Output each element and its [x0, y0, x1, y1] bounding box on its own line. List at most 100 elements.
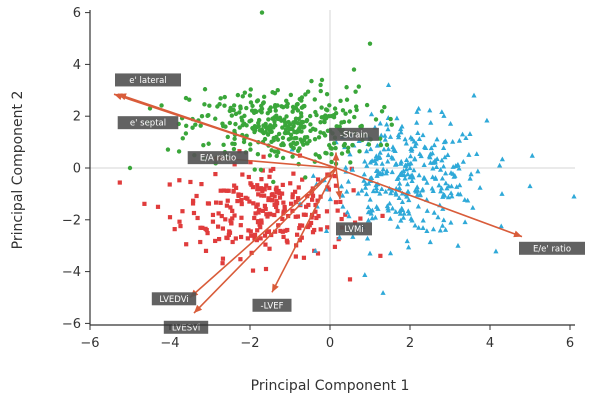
- data-point-circle: [244, 123, 249, 128]
- data-point-square: [265, 214, 270, 219]
- data-point-circle: [295, 101, 300, 107]
- data-point-circle: [256, 120, 261, 126]
- data-point-triangle: [380, 166, 386, 172]
- loading-label-text: LVESVi: [172, 323, 200, 333]
- data-point-triangle: [447, 120, 454, 126]
- data-point-triangle: [364, 148, 370, 154]
- data-point-square: [305, 193, 310, 199]
- data-point-square: [347, 277, 353, 282]
- data-point-triangle: [415, 130, 421, 136]
- loading-label-text: -LVEF: [261, 301, 284, 311]
- data-point-square: [224, 188, 229, 193]
- data-point-square: [260, 188, 265, 193]
- data-point-triangle: [355, 190, 361, 196]
- data-point-square: [267, 211, 272, 216]
- data-point-circle: [288, 132, 294, 137]
- data-point-triangle: [385, 126, 391, 132]
- data-point-triangle: [359, 187, 365, 193]
- data-point-circle: [340, 108, 346, 113]
- data-point-square: [254, 238, 259, 243]
- data-point-triangle: [437, 227, 443, 233]
- data-point-square: [279, 191, 285, 196]
- data-point-triangle: [312, 247, 318, 253]
- loading-label-text: LVEDVi: [159, 295, 188, 305]
- data-point-square: [262, 187, 267, 192]
- data-point-triangle: [457, 182, 463, 188]
- data-point-triangle: [493, 248, 499, 254]
- data-point-square: [220, 261, 225, 266]
- data-point-square: [313, 209, 318, 214]
- data-point-circle: [333, 145, 338, 151]
- data-point-circle: [288, 135, 294, 141]
- y-tick-label: 0: [73, 162, 81, 177]
- data-point-triangle: [420, 132, 426, 138]
- data-point-square: [262, 233, 268, 238]
- data-point-triangle: [438, 188, 444, 194]
- data-point-triangle: [439, 175, 446, 181]
- data-point-circle: [298, 111, 304, 116]
- data-point-circle: [259, 127, 265, 132]
- data-point-circle: [295, 108, 301, 113]
- data-point-circle: [388, 116, 393, 122]
- data-point-square: [238, 223, 243, 228]
- x-tick-label: −2: [240, 336, 259, 351]
- data-point-square: [191, 198, 196, 203]
- data-point-square: [245, 236, 250, 241]
- data-point-circle: [284, 114, 289, 119]
- data-point-square: [210, 212, 216, 218]
- data-point-circle: [343, 111, 348, 116]
- data-point-triangle: [467, 131, 473, 136]
- data-point-circle: [291, 123, 296, 129]
- data-point-circle: [268, 105, 273, 110]
- data-point-square: [325, 172, 330, 177]
- data-point-circle: [301, 142, 306, 147]
- data-point-circle: [348, 160, 353, 165]
- data-point-circle: [296, 127, 301, 132]
- data-point-triangle: [419, 187, 425, 193]
- data-point-triangle: [361, 177, 367, 183]
- data-point-triangle: [471, 92, 477, 98]
- data-point-triangle: [381, 146, 387, 152]
- data-point-square: [263, 242, 268, 247]
- data-point-triangle: [380, 290, 386, 295]
- data-point-square: [259, 218, 264, 223]
- data-point-square: [309, 197, 315, 202]
- data-point-square: [213, 200, 219, 205]
- data-point-square: [272, 194, 277, 199]
- data-point-triangle: [442, 227, 449, 232]
- data-point-square: [275, 208, 280, 214]
- data-point-triangle: [387, 200, 393, 206]
- data-point-triangle: [405, 171, 411, 177]
- data-point-square: [238, 257, 243, 262]
- data-point-circle: [324, 151, 329, 156]
- data-point-square: [249, 233, 254, 238]
- data-point-triangle: [414, 119, 420, 125]
- data-point-circle: [313, 127, 318, 132]
- data-point-circle: [237, 125, 242, 130]
- data-point-square: [333, 183, 339, 188]
- data-point-triangle: [424, 228, 430, 234]
- data-point-square: [299, 235, 304, 240]
- data-point-square: [200, 225, 205, 230]
- data-point-triangle: [462, 197, 468, 202]
- data-point-triangle: [414, 109, 420, 114]
- data-point-circle: [282, 117, 287, 122]
- data-point-triangle: [443, 180, 449, 186]
- data-point-square: [252, 232, 258, 237]
- data-point-square: [267, 174, 272, 179]
- data-point-circle: [261, 130, 266, 136]
- data-point-circle: [373, 117, 379, 122]
- data-point-circle: [240, 94, 245, 99]
- data-point-triangle: [470, 204, 476, 210]
- data-point-circle: [287, 126, 292, 132]
- data-point-triangle: [427, 107, 433, 113]
- data-point-triangle: [439, 109, 445, 115]
- loading-vector-arrowhead: [513, 230, 522, 238]
- data-point-circle: [269, 148, 274, 153]
- data-point-square: [232, 183, 237, 188]
- data-point-triangle: [340, 203, 346, 209]
- data-point-triangle: [347, 151, 353, 157]
- data-point-triangle: [367, 175, 373, 181]
- data-point-triangle: [423, 145, 429, 150]
- data-point-triangle: [416, 105, 422, 111]
